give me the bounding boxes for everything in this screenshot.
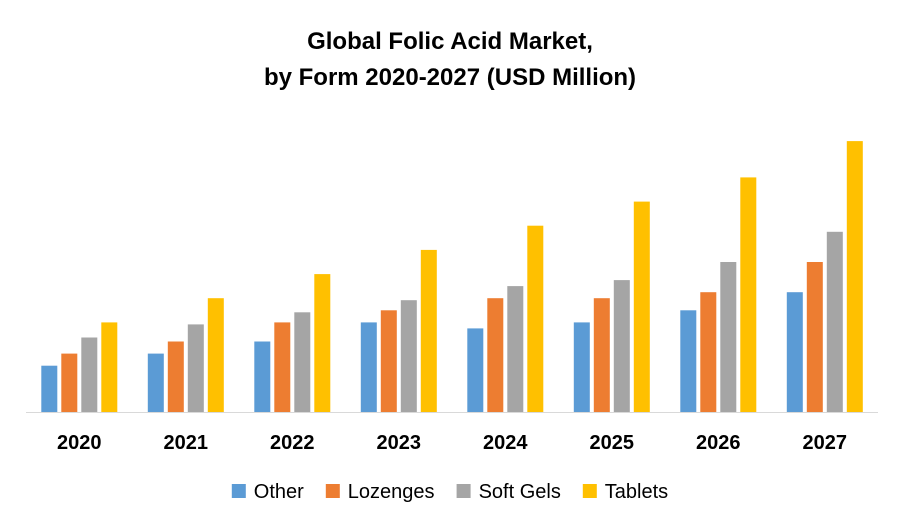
bar-lozenges-2025 — [593, 298, 610, 412]
x-tick-label-2027: 2027 — [803, 432, 848, 454]
legend-swatch — [231, 484, 246, 498]
bar-tablets-2027 — [846, 141, 863, 412]
x-tick-label-2024: 2024 — [483, 432, 528, 454]
bar-soft-gels-2022 — [294, 312, 311, 412]
bar-soft-gels-2021 — [187, 324, 204, 412]
legend-label: Soft Gels — [479, 481, 561, 503]
bar-tablets-2023 — [420, 249, 437, 412]
legend-swatch — [325, 484, 340, 498]
bar-other-2027 — [786, 292, 803, 412]
bar-lozenges-2022 — [274, 322, 291, 412]
bar-other-2022 — [254, 341, 271, 412]
bar-tablets-2024 — [527, 225, 544, 412]
bar-tablets-2021 — [207, 298, 224, 412]
bar-tablets-2022 — [314, 274, 331, 412]
bar-lozenges-2020 — [61, 353, 78, 412]
x-tick-label-2021: 2021 — [164, 432, 209, 454]
bar-soft-gels-2027 — [826, 231, 843, 412]
chart-title-line-1: Global Folic Acid Market, — [307, 28, 593, 55]
legend-swatch — [456, 484, 471, 498]
legend-item-soft-gels: Soft Gels — [456, 481, 561, 503]
x-tick-label-2022: 2022 — [270, 432, 315, 454]
bar-other-2026 — [680, 310, 697, 412]
bar-other-2023 — [360, 322, 377, 412]
bar-lozenges-2023 — [380, 310, 397, 412]
legend-item-lozenges: Lozenges — [325, 481, 435, 503]
x-axis-tick-labels: 2020 2021 2022 2023 2024 2025 2026 2027 — [57, 432, 847, 454]
legend-item-other: Other — [231, 481, 304, 503]
bar-tablets-2020 — [101, 322, 118, 412]
bar-group — [41, 141, 863, 412]
bar-soft-gels-2024 — [507, 286, 524, 412]
bar-soft-gels-2025 — [613, 280, 630, 412]
x-tick-label-2023: 2023 — [377, 432, 422, 454]
legend: Other Lozenges Soft Gels Tablets — [231, 481, 668, 503]
bar-other-2020 — [41, 365, 58, 412]
x-tick-label-2026: 2026 — [696, 432, 741, 454]
legend-label: Lozenges — [348, 481, 435, 503]
x-tick-label-2025: 2025 — [590, 432, 635, 454]
bar-lozenges-2021 — [167, 341, 184, 412]
legend-label: Tablets — [605, 481, 668, 503]
chart-title: Global Folic Acid Market, by Form 2020-2… — [0, 24, 900, 96]
bar-soft-gels-2020 — [81, 337, 98, 412]
legend-label: Other — [254, 481, 304, 503]
bar-tablets-2026 — [740, 177, 757, 412]
bar-lozenges-2026 — [700, 292, 717, 412]
legend-item-tablets: Tablets — [582, 481, 668, 503]
bar-soft-gels-2023 — [400, 300, 417, 412]
legend-swatch — [582, 484, 597, 498]
chart-title-line-2: by Form 2020-2027 (USD Million) — [263, 64, 637, 91]
bar-other-2024 — [467, 328, 484, 412]
bar-lozenges-2024 — [487, 298, 504, 412]
bar-soft-gels-2026 — [720, 262, 737, 412]
bar-lozenges-2027 — [806, 262, 823, 412]
x-tick-label-2020: 2020 — [57, 432, 102, 454]
bar-other-2021 — [147, 353, 164, 412]
bar-tablets-2025 — [633, 201, 650, 412]
bar-other-2025 — [573, 322, 590, 412]
